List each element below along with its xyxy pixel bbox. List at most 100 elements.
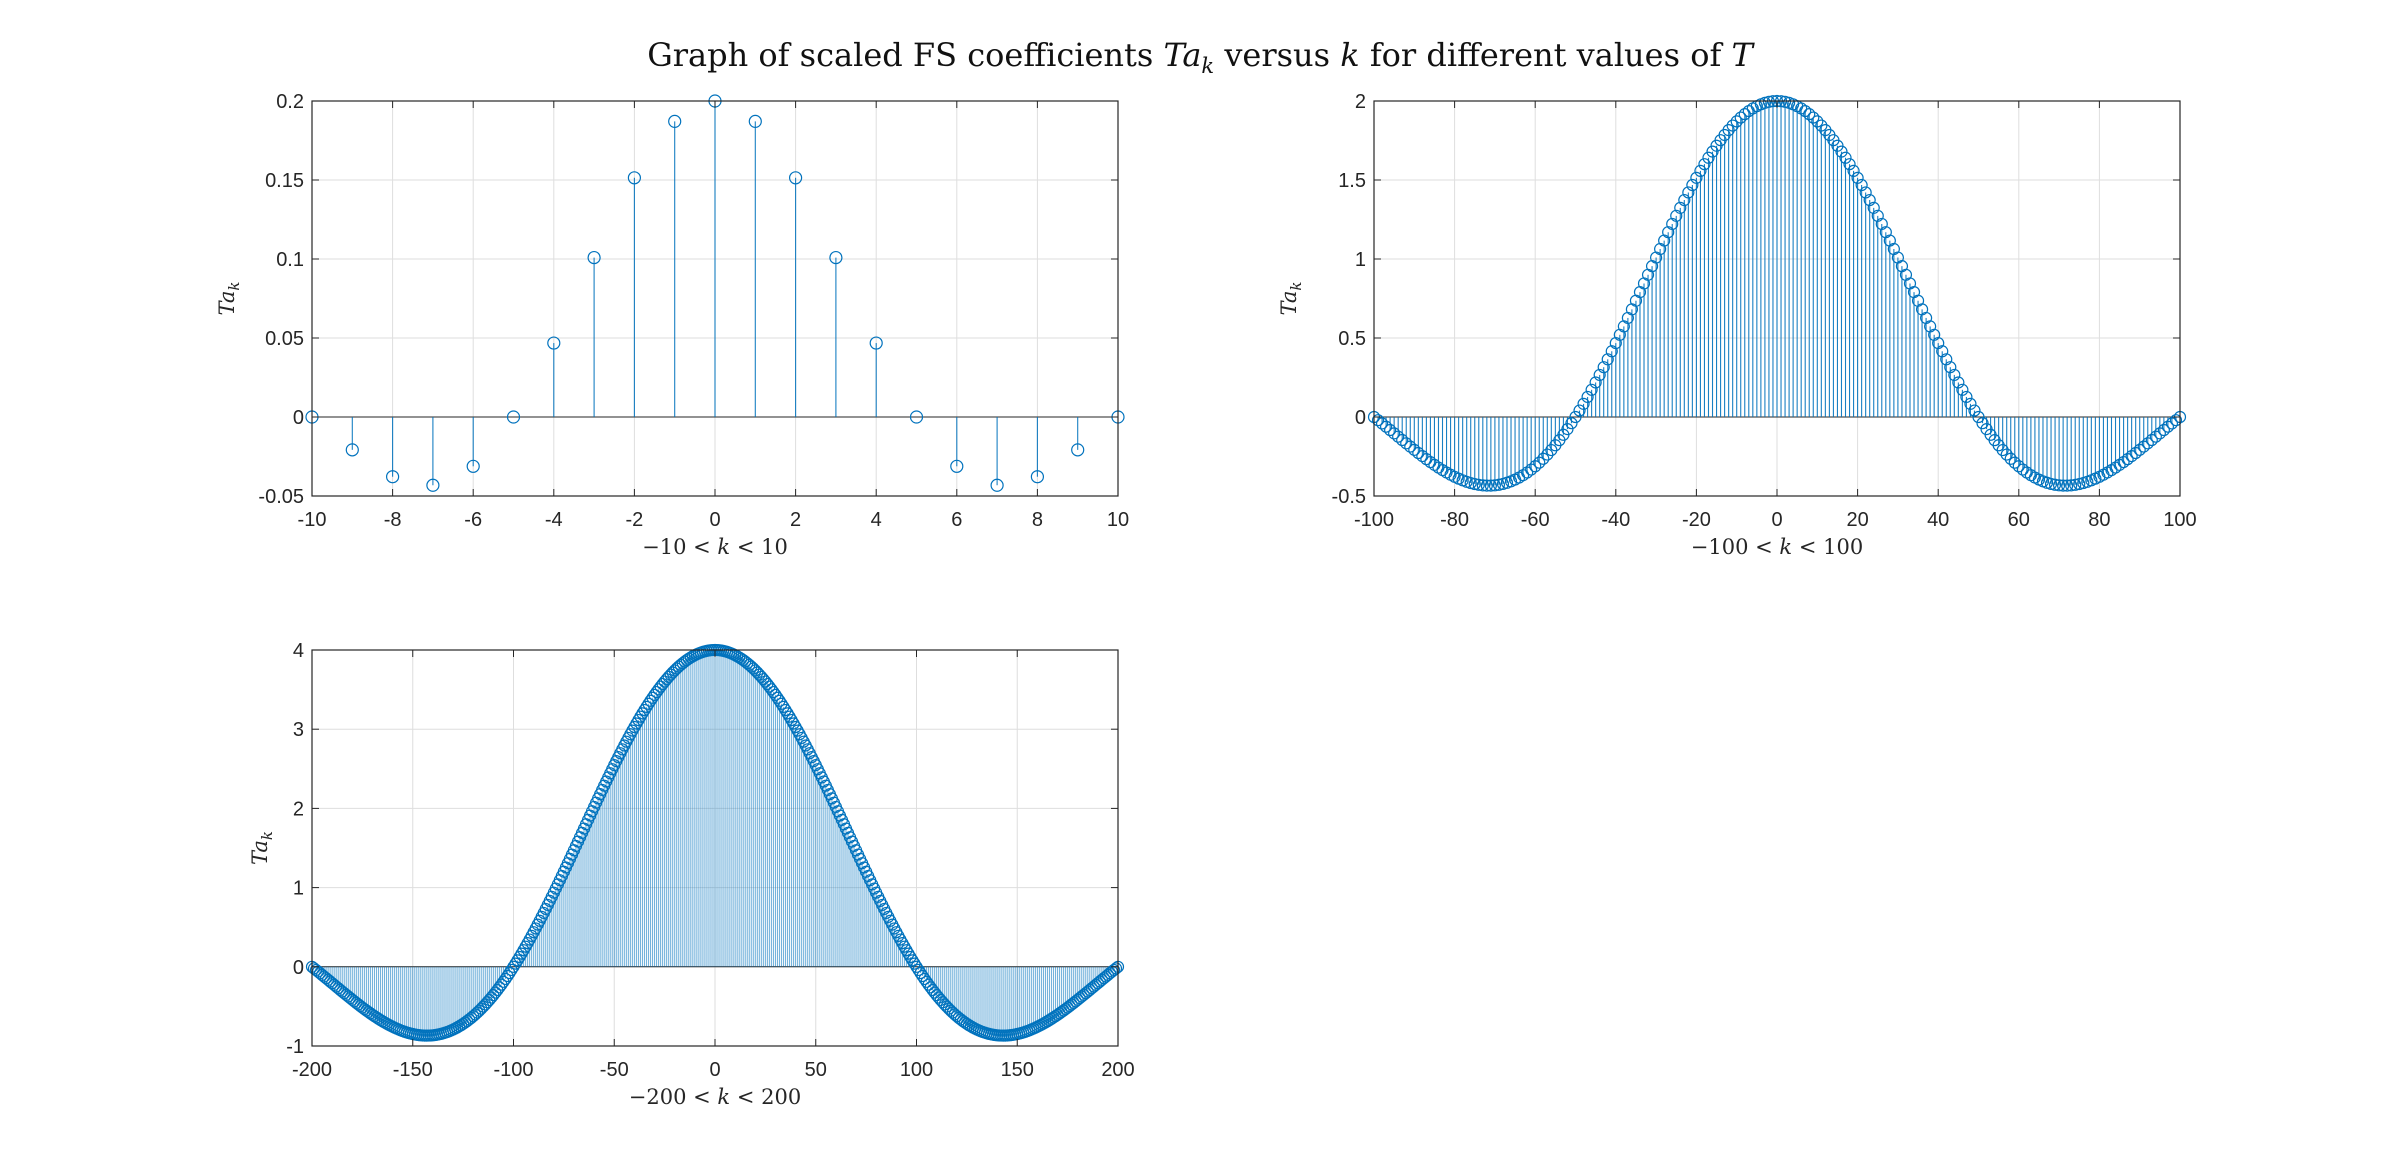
y-tick-label: 0: [293, 407, 304, 429]
stem-marker: [1956, 383, 1969, 396]
stem-marker: [1589, 376, 1602, 389]
y-axis-label: Tak: [1277, 282, 1305, 316]
x-tick-label: -100: [1354, 509, 1394, 531]
stem-marker: [1529, 460, 1542, 473]
stem-marker: [479, 998, 492, 1011]
stem-marker: [1851, 171, 1864, 184]
stem-marker: [1666, 217, 1679, 231]
y-tick-label: 0: [293, 957, 304, 979]
stem-marker: [457, 1017, 470, 1030]
stem-marker: [1565, 417, 1578, 430]
stem-marker: [1030, 470, 1045, 484]
figure-title: Graph of scaled FS coefficients Tak vers…: [647, 36, 1755, 78]
x-tick-label: 80: [2088, 509, 2110, 531]
stem-marker: [1952, 376, 1965, 389]
stem-marker: [952, 1011, 965, 1024]
x-tick-label: -100: [493, 1059, 533, 1081]
stem-marker: [1762, 95, 1776, 108]
x-tick-label: -150: [393, 1059, 433, 1081]
stem-marker: [902, 947, 915, 960]
stem-marker: [1722, 124, 1735, 137]
stem-marker: [1597, 361, 1610, 374]
stem-marker: [1734, 111, 1747, 124]
stem-marker: [2141, 437, 2154, 450]
stem-series: [305, 94, 1125, 492]
stem-marker: [1107, 963, 1121, 977]
x-tick-label: 150: [1001, 1059, 1034, 1081]
stem-marker: [1480, 479, 1493, 492]
stem-marker: [503, 966, 516, 980]
stem-marker: [1533, 456, 1546, 469]
stem-marker: [501, 969, 514, 983]
stem-marker: [547, 336, 561, 350]
stem-marker: [466, 459, 480, 473]
x-tick-label: 100: [2163, 509, 2196, 531]
stem-marker: [507, 960, 520, 973]
stem-marker: [1593, 368, 1606, 382]
stem-marker: [1843, 158, 1856, 171]
stem-marker: [1537, 452, 1550, 465]
stem-marker: [511, 954, 524, 967]
stem-marker: [627, 171, 642, 185]
stem-marker: [1057, 1004, 1070, 1017]
stem-marker: [906, 954, 919, 967]
stem-marker: [1964, 397, 1977, 410]
stem-marker: [788, 171, 803, 185]
stem-marker: [2137, 440, 2150, 453]
stem-marker: [2053, 479, 2066, 492]
x-tick-label: 0: [709, 509, 720, 531]
y-tick-label: 3: [293, 719, 304, 741]
stem-marker: [354, 999, 367, 1013]
y-tick-label: -1: [286, 1036, 304, 1058]
stem-marker: [912, 963, 925, 977]
stem-marker: [1404, 440, 1417, 453]
stem-marker: [1400, 437, 1413, 450]
x-tick-label: 2: [790, 509, 801, 531]
stem-marker: [2069, 478, 2082, 491]
stem-marker: [914, 966, 927, 980]
y-tick-label: 1.5: [1338, 170, 1366, 192]
stem-marker: [640, 700, 653, 713]
stem-marker: [775, 697, 788, 710]
y-tick-label: 0.5: [1338, 328, 1366, 350]
stem-marker: [934, 993, 947, 1007]
x-tick-label: -10: [298, 509, 327, 531]
stem-marker: [2161, 420, 2175, 433]
x-tick-label: -200: [292, 1059, 332, 1081]
stem-marker: [2000, 448, 2013, 461]
stem-marker: [1379, 420, 1393, 433]
stem-marker: [1484, 479, 1497, 492]
stem-marker: [1488, 479, 1502, 492]
stem-marker: [1698, 158, 1711, 171]
stem-marker: [1847, 164, 1860, 177]
stem-marker: [1581, 390, 1594, 404]
y-tick-label: 4: [293, 640, 304, 662]
stem-marker: [1561, 423, 1574, 436]
stem-marker: [345, 443, 359, 457]
stem-marker: [2061, 479, 2074, 492]
x-tick-label: -8: [384, 509, 402, 531]
y-tick-label: 1: [1355, 249, 1366, 271]
stem-marker: [1674, 201, 1687, 214]
stem-marker: [477, 1000, 490, 1013]
y-tick-label: 1: [293, 878, 304, 900]
stem-marker: [515, 947, 528, 960]
stem-marker: [1420, 453, 1433, 466]
stem-marker: [352, 998, 365, 1011]
stem-marker: [1109, 962, 1123, 975]
stem-marker: [779, 703, 792, 717]
stem-marker: [1976, 417, 1989, 430]
stem-marker: [1972, 410, 1985, 424]
stem-marker: [632, 713, 645, 727]
stem-marker: [1609, 336, 1622, 350]
stem-marker: [1472, 478, 1485, 491]
x-axis-label: −10 < k < 10: [642, 535, 788, 559]
stem-marker: [1803, 108, 1816, 121]
stem-marker: [660, 673, 673, 686]
stem-marker: [1944, 361, 1957, 374]
stem-marker: [676, 657, 689, 670]
stem-marker: [1670, 209, 1683, 222]
stem-marker: [1476, 479, 1489, 492]
stem-marker: [638, 703, 651, 717]
stem-marker: [475, 1002, 488, 1015]
